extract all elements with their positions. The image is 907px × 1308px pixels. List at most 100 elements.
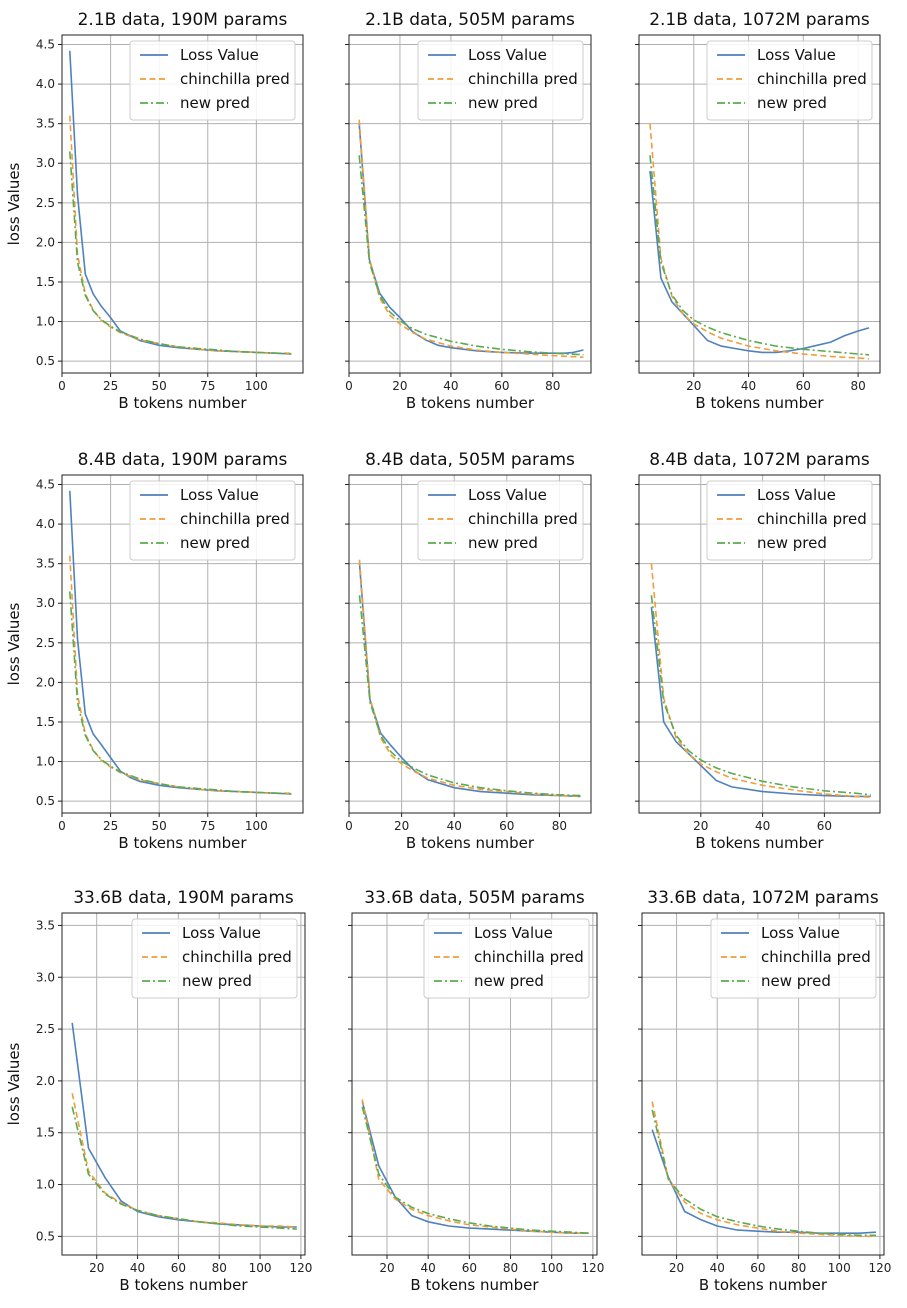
axes-frame <box>348 474 592 814</box>
series-line-chinchilla-pred <box>69 555 292 795</box>
axes-frame <box>638 34 881 374</box>
series-line-new-pred <box>69 591 292 795</box>
x-tick-label: 40 <box>447 819 462 833</box>
x-tick-label: 80 <box>545 379 560 393</box>
x-tick-label: 20 <box>392 379 407 393</box>
legend-box <box>129 480 296 561</box>
x-tick-label: 40 <box>741 379 756 393</box>
series-line-new-pred <box>361 1106 589 1234</box>
x-tick-label: 20 <box>669 1261 684 1275</box>
x-tick-label: 60 <box>750 1261 765 1275</box>
y-tick-label: 2.5 <box>36 1022 55 1036</box>
x-tick-label: 75 <box>200 379 215 393</box>
x-tick-label: 0 <box>345 819 353 833</box>
x-tick-label: 40 <box>421 1261 436 1275</box>
x-axis-label: B tokens number <box>118 394 247 412</box>
series-line-chinchilla-pred <box>358 559 581 798</box>
x-tick-label: 20 <box>686 379 701 393</box>
legend-label: Loss Value <box>474 924 553 942</box>
x-axis-label: B tokens number <box>699 1276 828 1294</box>
legend-label: Loss Value <box>468 486 547 504</box>
series-line-chinchilla-pred <box>650 563 871 798</box>
series-line-new-pred <box>71 1106 297 1230</box>
legend: Loss Value chinchilla pred new pred <box>131 918 298 999</box>
x-tick-label: 60 <box>462 1261 477 1275</box>
y-tick-label: 2.5 <box>36 636 55 650</box>
y-tick-label: 1.5 <box>36 1126 55 1140</box>
legend-label: Loss Value <box>180 486 259 504</box>
y-tick-label: 3.0 <box>36 596 55 610</box>
series-line-chinchilla-pred <box>361 1099 589 1234</box>
legend-label: chinchilla pred <box>761 948 871 966</box>
legend-label: chinchilla pred <box>468 510 578 528</box>
axes-frame <box>351 912 598 1256</box>
y-tick-label: 1.0 <box>36 315 55 329</box>
legend: Loss Value chinchilla pred new pred <box>129 40 296 121</box>
x-tick-label: 80 <box>552 819 567 833</box>
x-tick-label: 60 <box>499 819 514 833</box>
y-tick-label: 1.5 <box>36 715 55 729</box>
subplot-5: 0 20 40 60 80 8.4B data, 505M params B tokens … <box>345 450 592 852</box>
legend-label: new pred <box>180 534 250 552</box>
x-axis-label: B tokens number <box>406 834 535 852</box>
legend-label: Loss Value <box>757 486 836 504</box>
x-tick-label: 40 <box>755 819 770 833</box>
x-tick-label: 60 <box>494 379 509 393</box>
legend-label: new pred <box>182 972 252 990</box>
y-tick-label: 0.5 <box>36 1229 55 1243</box>
y-tick-label: 3.5 <box>36 557 55 571</box>
subplot-8: 20 40 60 80 100 120 33.6B data, 505M params B t… <box>348 888 604 1294</box>
series-line-new-pred <box>358 595 581 797</box>
legend: Loss Value chinchilla pred new pred <box>706 480 873 561</box>
subplot-title: 8.4B data, 505M params <box>365 450 575 470</box>
y-axis-label: loss Values <box>5 162 23 245</box>
y-tick-label: 0.5 <box>36 794 55 808</box>
legend-label: new pred <box>757 534 827 552</box>
x-tick-label: 120 <box>581 1261 604 1275</box>
x-tick-label: 80 <box>791 1261 806 1275</box>
x-tick-label: 40 <box>130 1261 145 1275</box>
x-tick-label: 120 <box>289 1261 312 1275</box>
x-tick-label: 40 <box>443 379 458 393</box>
x-tick-label: 120 <box>868 1261 891 1275</box>
legend-label: Loss Value <box>757 46 836 64</box>
axes-frame <box>61 34 304 374</box>
subplot-title: 2.1B data, 190M params <box>78 10 288 30</box>
subplot-title: 2.1B data, 505M params <box>365 10 575 30</box>
x-tick-label: 25 <box>103 819 118 833</box>
legend-label: Loss Value <box>180 46 259 64</box>
series-line-new-pred <box>69 151 292 355</box>
x-tick-label: 80 <box>850 379 865 393</box>
x-tick-label: 100 <box>828 1261 851 1275</box>
x-axis-label: B tokens number <box>410 1276 539 1294</box>
subplot-title: 8.4B data, 190M params <box>78 450 288 470</box>
subplot-title: 8.4B data, 1072M params <box>649 450 870 470</box>
legend-box <box>706 480 873 561</box>
x-tick-label: 50 <box>152 379 167 393</box>
legend-box <box>706 40 873 121</box>
x-axis-label: B tokens number <box>118 834 247 852</box>
series-line-loss-value <box>649 171 870 354</box>
y-tick-label: 2.5 <box>36 196 55 210</box>
legend-label: new pred <box>468 94 538 112</box>
x-tick-label: 40 <box>710 1261 725 1275</box>
subplot-1: 0 25 50 75 100 0.5 1.0 1.5 2.0 2.5 3.0 3.5 4.0 4.5 2.1… <box>5 10 304 412</box>
subplot-2: 0 20 40 60 80 2.1B data, 505M params B tokens … <box>345 10 592 412</box>
x-tick-label: 20 <box>379 1261 394 1275</box>
x-tick-label: 100 <box>249 1261 272 1275</box>
x-axis-label: B tokens number <box>695 394 824 412</box>
legend-label: chinchilla pred <box>468 70 578 88</box>
series-line-new-pred <box>651 1109 876 1237</box>
legend-label: chinchilla pred <box>180 510 290 528</box>
series-line-chinchilla-pred <box>649 123 870 360</box>
x-tick-label: 0 <box>58 379 66 393</box>
subplot-title: 33.6B data, 1072M params <box>647 888 879 908</box>
axes-frame <box>61 474 304 814</box>
subplot-9: 20 40 60 80 100 120 33.6B data, 1072M params B … <box>638 888 891 1294</box>
legend-label: chinchilla pred <box>757 510 867 528</box>
series-line-new-pred <box>358 155 584 356</box>
x-tick-label: 25 <box>103 379 118 393</box>
x-tick-label: 100 <box>540 1261 563 1275</box>
y-tick-label: 1.5 <box>36 275 55 289</box>
x-tick-label: 60 <box>171 1261 186 1275</box>
